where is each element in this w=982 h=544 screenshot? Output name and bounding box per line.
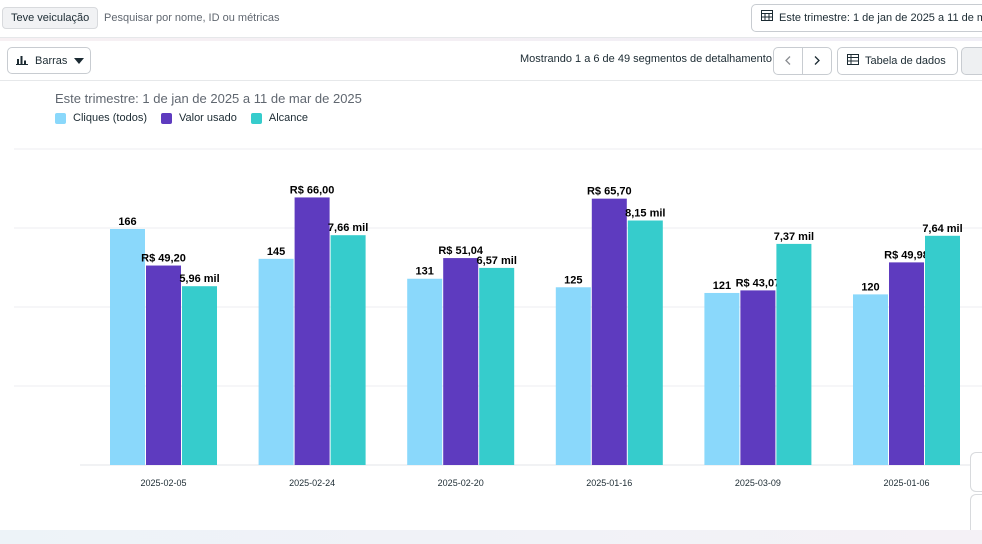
bar-value-label: 121 [713, 280, 731, 292]
bar-reach[interactable] [925, 235, 960, 465]
chart-toolbar: Barras Mostrando 1 a 6 de 49 segmentos d… [0, 41, 982, 81]
legend-swatch-spend [160, 112, 172, 124]
bar-value-label: 125 [564, 274, 582, 286]
previous-page-button[interactable] [773, 47, 803, 75]
bar-reach[interactable] [627, 220, 663, 466]
bar-clicks[interactable] [853, 294, 888, 465]
bar-spend[interactable] [740, 290, 776, 465]
bar-value-label: R$ 51,04 [438, 245, 484, 257]
bar-spend[interactable] [591, 198, 627, 465]
bar-value-label: R$ 66,00 [290, 184, 335, 196]
bar-spend[interactable] [443, 258, 479, 465]
caret-down-icon [74, 55, 85, 67]
top-filter-bar: Teve veiculação Este trimestre: 1 de jan… [0, 0, 982, 38]
x-tick-label: 2025-02-20 [438, 478, 484, 488]
header-divider [0, 38, 982, 41]
data-table-button[interactable]: Tabela de dados [837, 47, 958, 75]
footer-band [0, 530, 982, 544]
search-input[interactable] [98, 6, 738, 30]
bar-value-label: 7,66 mil [328, 222, 368, 234]
chevron-left-icon [785, 52, 791, 70]
bar-spend[interactable] [146, 265, 181, 465]
bar-chart-icon [16, 54, 28, 68]
chart-type-label: Barras [35, 54, 68, 67]
pagination-status: Mostrando 1 a 6 de 49 segmentos de detal… [520, 53, 772, 65]
bar-chart: 166 R$ 49,20 5,96 mil 2025-02-05 145 R$ 66,00… [14, 148, 982, 488]
date-range-button[interactable]: Este trimestre: 1 de jan de 2025 a 11 de… [751, 4, 982, 32]
bar-value-label: 6,57 mil [477, 255, 517, 267]
chevron-right-icon [814, 52, 820, 70]
chart-date-subtitle: Este trimestre: 1 de jan de 2025 a 11 de… [55, 91, 362, 106]
filter-chip-delivery[interactable]: Teve veiculação [2, 7, 99, 29]
legend-label-reach: Alcance [268, 112, 309, 124]
bar-reach[interactable] [182, 286, 217, 465]
bar-clicks[interactable] [110, 228, 145, 465]
side-panel-handle-top[interactable] [970, 452, 982, 492]
bar-value-label: 7,37 mil [774, 231, 814, 243]
x-tick-label: 2025-03-09 [735, 478, 781, 488]
bar-value-label: 120 [861, 281, 879, 293]
bar-clicks[interactable] [407, 278, 443, 465]
bar-reach[interactable] [479, 267, 515, 465]
legend-label-clicks: Cliques (todos) [73, 112, 147, 124]
next-page-button[interactable] [802, 47, 832, 75]
bar-spend[interactable] [889, 262, 924, 465]
panel-toggle-button[interactable] [961, 47, 982, 75]
data-table-label: Tabela de dados [865, 55, 946, 67]
bar-value-label: 131 [416, 266, 434, 278]
bar-value-label: 8,15 mil [625, 208, 665, 220]
bar-value-label: 7,64 mil [922, 223, 962, 235]
bar-clicks[interactable] [704, 292, 740, 465]
x-tick-label: 2025-01-06 [883, 478, 929, 488]
bar-value-label: R$ 65,70 [587, 186, 632, 198]
bar-spend[interactable] [294, 197, 330, 465]
bar-value-label: 166 [118, 216, 136, 228]
x-tick-label: 2025-02-05 [140, 478, 186, 488]
bar-value-label: R$ 49,20 [141, 253, 186, 265]
bar-value-label: R$ 49,98 [884, 249, 929, 261]
bar-value-label: 5,96 mil [179, 273, 219, 285]
x-tick-label: 2025-01-16 [586, 478, 632, 488]
legend-item-spend[interactable]: Valor usado [160, 112, 237, 124]
table-icon [847, 54, 859, 68]
bar-clicks[interactable] [258, 258, 294, 465]
legend-swatch-reach [250, 112, 262, 124]
bar-reach[interactable] [776, 243, 812, 465]
bar-reach[interactable] [330, 235, 366, 465]
legend-item-reach[interactable]: Alcance [250, 112, 309, 124]
date-range-label: Este trimestre: 1 de jan de 2025 a 11 de… [779, 12, 982, 24]
chart-legend: Cliques (todos) Valor usado Alcance [55, 112, 308, 124]
x-tick-label: 2025-02-24 [289, 478, 335, 488]
legend-swatch-clicks [55, 112, 66, 124]
bar-clicks[interactable] [555, 287, 591, 465]
legend-label-spend: Valor usado [178, 112, 237, 124]
bar-value-label: 145 [267, 246, 285, 258]
chart-type-dropdown[interactable]: Barras [7, 47, 91, 74]
calendar-icon [761, 5, 773, 31]
legend-item-clicks[interactable]: Cliques (todos) [55, 112, 147, 124]
bar-value-label: R$ 43,07 [736, 277, 781, 289]
